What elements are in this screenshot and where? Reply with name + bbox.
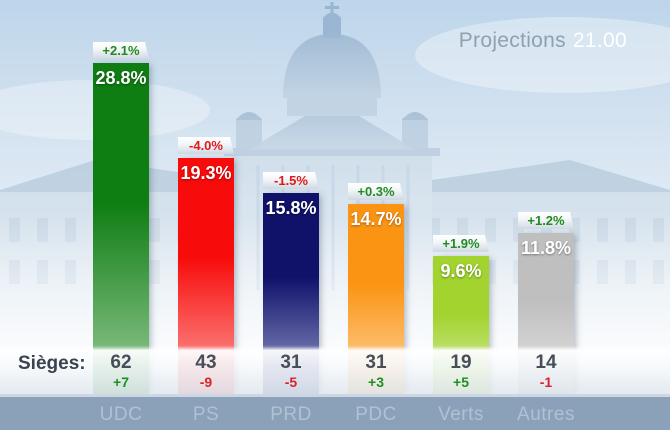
change-badge-verts: +1.9% [433,235,489,252]
party-label-autres: Autres [517,404,575,425]
seats-cell-ps: 43 -9 [164,350,248,390]
bar-value-label-autres: 11.8% [520,238,572,258]
projections-header: Projections 21.00 [459,29,627,53]
bar-value-label-ps: 19.3% [180,163,232,183]
seats-value-udc: 62 [110,352,132,373]
seats-value-pdc: 31 [365,352,387,373]
seats-strip: Sièges: 62 +7 43 -9 31 -5 31 +3 19 +5 14 -1 [0,350,670,394]
projections-time: 21.00 [572,29,627,52]
change-badge-prd: -1.5% [263,172,319,189]
party-label-ps: PS [192,404,220,425]
seats-change-verts: +5 [453,374,469,390]
bar-udc: 28.8% [93,63,149,394]
seats-value-ps: 43 [195,352,217,373]
seats-change-autres: -1 [539,374,553,390]
seats-value-verts: 19 [450,352,472,373]
seats-cell-prd: 31 -5 [249,350,333,390]
seats-change-prd: -5 [284,374,298,390]
party-name-band: UDC PS PRD PDC Verts Autres [0,394,670,430]
seats-value-prd: 31 [280,352,302,373]
seats-change-pdc: +3 [368,374,384,390]
seats-cell-pdc: 31 +3 [334,350,418,390]
change-badge-pdc: +0.3% [348,183,404,200]
party-label-verts: Verts [438,404,484,425]
seats-change-udc: +7 [113,374,129,390]
bar-value-label-udc: 28.8% [95,68,147,88]
party-label-pdc: PDC [355,404,397,425]
seats-change-ps: -9 [199,374,213,390]
seats-cell-udc: 62 +7 [79,350,163,390]
bar-value-label-pdc: 14.7% [350,209,402,229]
seats-value-autres: 14 [535,352,557,373]
seats-cell-verts: 19 +5 [419,350,503,390]
party-label-udc: UDC [99,404,143,425]
bar-value-label-prd: 15.8% [265,198,317,218]
change-badge-udc: +2.1% [93,42,149,59]
change-badge-autres: +1.2% [518,212,574,229]
projections-label: Projections [458,29,566,52]
party-label-prd: PRD [270,404,312,425]
bar-value-label-verts: 9.6% [440,261,482,281]
change-badge-ps: -4.0% [178,137,234,154]
seats-label: Sièges: [18,353,86,374]
seats-cell-autres: 14 -1 [504,350,588,390]
